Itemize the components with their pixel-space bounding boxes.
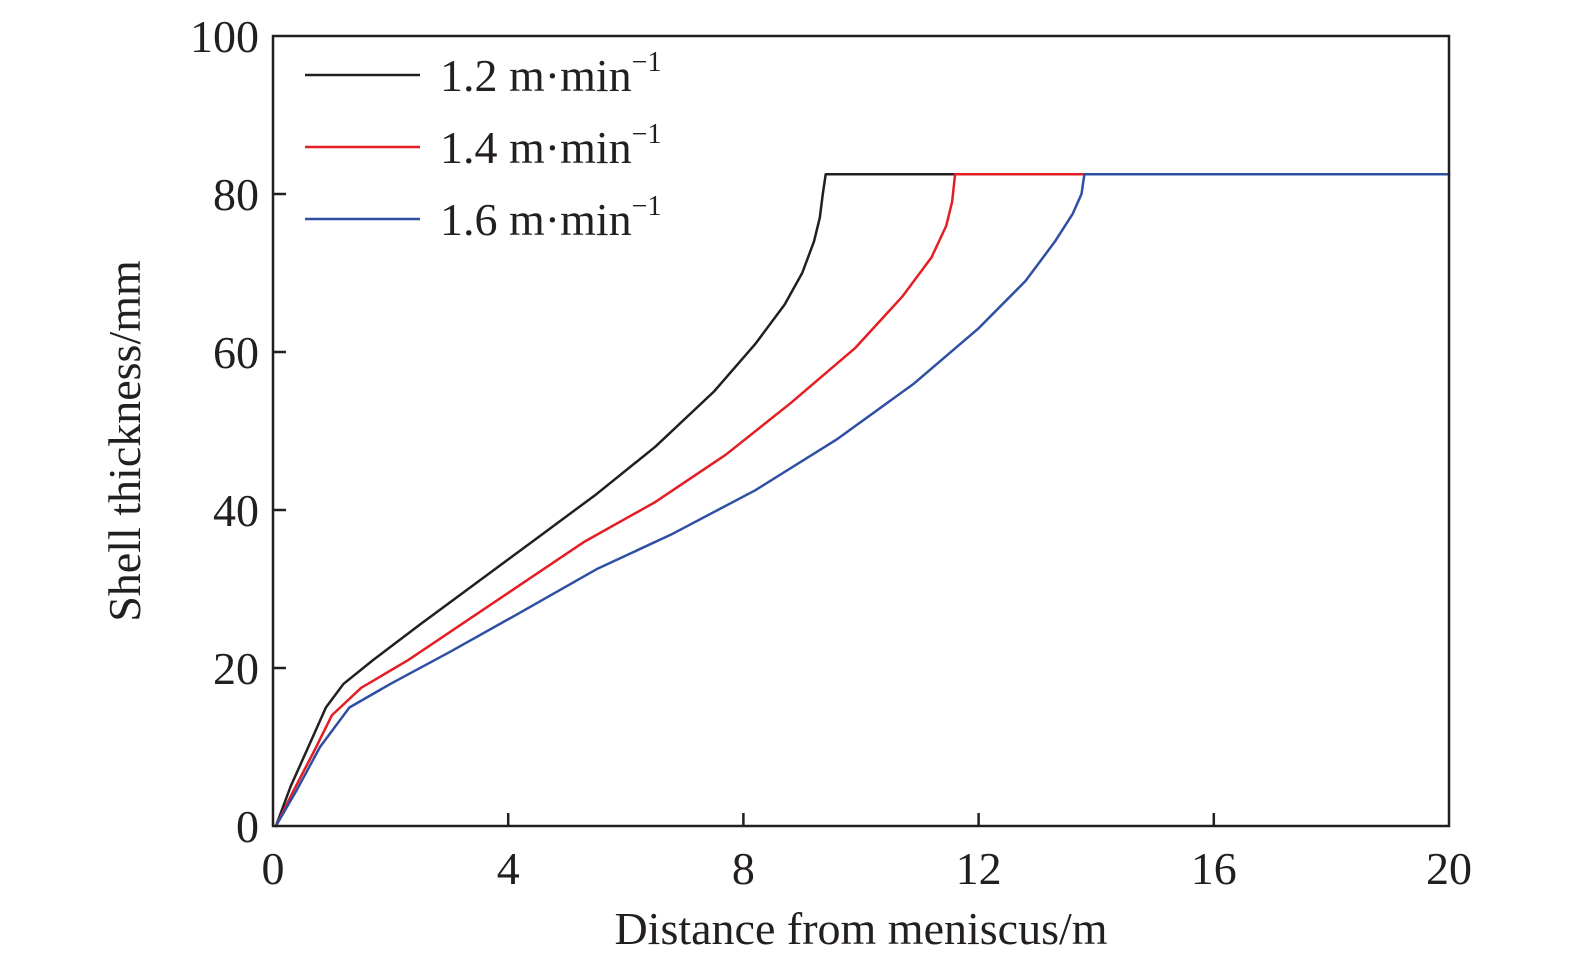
- y-axis-label: Shell thickness/mm: [99, 260, 150, 622]
- x-axis-label: Distance from meniscus/m: [614, 903, 1107, 954]
- legend-label: 1.4 m·min−1: [440, 119, 661, 173]
- legend-label: 1.2 m·min−1: [440, 47, 661, 101]
- legend-label: 1.6 m·min−1: [440, 191, 661, 245]
- series-line-1-2: [274, 173, 1451, 828]
- legend: 1.2 m·min−1 1.4 m·min−1 1.6 m·min−1: [305, 47, 661, 245]
- y-tick-label: 40: [213, 485, 259, 536]
- y-axis-ticks: 0 20 40 60 80 100: [190, 11, 286, 852]
- x-tick-label: 8: [732, 843, 755, 894]
- x-tick-label: 16: [1191, 843, 1237, 894]
- series-line-1-4: [274, 173, 1451, 828]
- x-tick-label: 12: [956, 843, 1002, 894]
- x-tick-label: 0: [262, 843, 285, 894]
- y-tick-label: 60: [213, 327, 259, 378]
- series-line-1-6: [274, 173, 1451, 828]
- series-layer: [274, 173, 1451, 828]
- y-tick-label: 20: [213, 643, 259, 694]
- x-axis-ticks: 0 4 8 12 16 20: [262, 813, 1472, 894]
- x-tick-label: 20: [1426, 843, 1472, 894]
- plot-frame: [271, 34, 1451, 828]
- y-tick-label: 0: [236, 801, 259, 852]
- y-tick-label: 100: [190, 11, 259, 62]
- x-tick-label: 4: [497, 843, 520, 894]
- y-tick-label: 80: [213, 169, 259, 220]
